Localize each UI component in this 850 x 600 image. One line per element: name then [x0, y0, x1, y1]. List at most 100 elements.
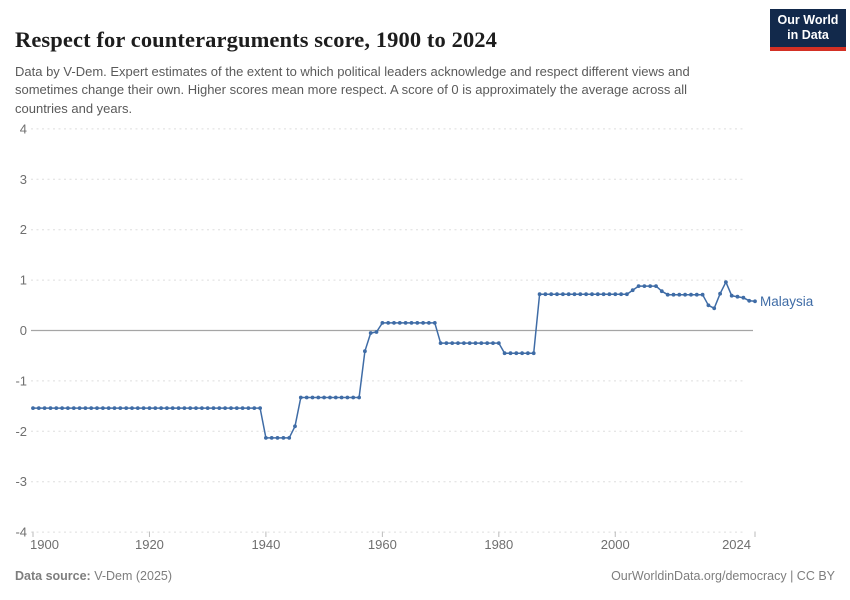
data-point-marker — [130, 406, 134, 410]
data-point-marker — [514, 351, 519, 356]
data-point-marker — [409, 321, 414, 325]
data-point-marker — [234, 406, 239, 410]
data-point-marker — [671, 292, 676, 297]
data-point-marker — [170, 406, 175, 410]
data-point-marker — [281, 436, 286, 440]
data-point-marker — [654, 284, 658, 288]
data-point-marker — [304, 395, 309, 400]
data-point-marker — [537, 292, 542, 297]
y-tick-label: 3 — [20, 172, 27, 187]
x-tick-label: 1920 — [135, 537, 164, 552]
data-point-marker — [584, 292, 588, 297]
data-point-marker — [287, 436, 292, 440]
data-point-marker — [718, 291, 722, 296]
data-point-marker — [339, 395, 344, 400]
data-point-marker — [438, 341, 443, 345]
data-point-marker — [60, 406, 64, 410]
data-point-marker — [467, 341, 472, 345]
data-point-marker — [694, 292, 699, 297]
data-point-marker — [176, 406, 181, 410]
data-point-marker — [182, 406, 187, 410]
data-point-marker — [502, 351, 507, 356]
data-point-marker — [351, 395, 356, 400]
data-point-marker — [700, 292, 705, 297]
data-point-marker — [66, 406, 70, 410]
y-tick-label: 0 — [20, 323, 27, 338]
data-point-marker — [363, 349, 367, 354]
data-point-marker — [619, 292, 623, 297]
data-point-marker — [677, 292, 682, 297]
owid-logo[interactable]: Our World in Data — [770, 9, 846, 51]
data-point-marker — [724, 280, 728, 284]
data-point-marker — [211, 406, 216, 410]
series-label-malaysia[interactable]: Malaysia — [760, 294, 814, 309]
y-tick-label: -2 — [15, 424, 27, 439]
data-point-marker — [403, 321, 408, 325]
data-point-marker — [479, 341, 484, 345]
data-point-marker — [357, 395, 361, 400]
data-point-marker — [205, 406, 210, 410]
data-point-marker — [683, 292, 687, 297]
y-tick-label: -4 — [15, 525, 27, 540]
y-tick-label: -1 — [15, 373, 27, 388]
data-point-marker — [264, 436, 268, 440]
data-point-marker — [217, 406, 222, 410]
y-tick-label: 2 — [20, 222, 27, 237]
data-point-marker — [496, 341, 501, 345]
data-point-marker — [374, 330, 379, 334]
data-point-marker — [89, 406, 94, 410]
data-point-marker — [706, 303, 711, 308]
data-point-marker — [735, 294, 740, 299]
chart-title: Respect for counterarguments score, 1900… — [15, 27, 497, 53]
data-point-marker — [71, 406, 76, 410]
data-point-marker — [520, 351, 524, 356]
data-point-marker — [147, 406, 152, 410]
data-point-marker — [473, 341, 478, 345]
data-point-marker — [613, 292, 618, 297]
data-point-marker — [246, 406, 251, 410]
data-point-marker — [543, 292, 548, 297]
data-source-note: Data source: V-Dem (2025) — [15, 569, 172, 583]
owid-url-license[interactable]: OurWorldinData.org/democracy | CC BY — [611, 569, 835, 583]
data-point-marker — [165, 406, 169, 410]
data-point-marker — [328, 395, 332, 400]
data-point-marker — [665, 292, 670, 297]
data-point-marker — [625, 292, 629, 297]
data-point-marker — [333, 395, 338, 400]
owid-logo-line1: Our World — [777, 13, 839, 27]
data-point-marker — [462, 341, 466, 345]
data-point-marker — [101, 406, 105, 410]
y-tick-label: 4 — [20, 121, 27, 136]
chart-subtitle: Data by V-Dem. Expert estimates of the e… — [15, 64, 690, 116]
data-point-marker — [689, 292, 693, 297]
data-point-marker — [642, 284, 647, 288]
data-point-marker — [54, 406, 59, 410]
data-point-marker — [345, 395, 350, 400]
data-point-marker — [48, 406, 53, 410]
data-point-marker — [106, 406, 111, 410]
data-point-marker — [153, 406, 158, 410]
data-point-marker — [659, 289, 664, 294]
data-point-marker — [712, 306, 717, 311]
data-point-marker — [561, 292, 565, 297]
data-point-marker — [444, 341, 449, 345]
data-point-marker — [491, 341, 495, 345]
data-point-marker — [572, 292, 577, 297]
data-point-marker — [275, 436, 280, 440]
data-point-marker — [252, 406, 257, 410]
data-point-marker — [159, 406, 164, 410]
data-point-marker — [427, 321, 431, 325]
data-point-marker — [531, 351, 536, 356]
x-tick-label: 1980 — [484, 537, 513, 552]
series-line-malaysia[interactable] — [33, 281, 756, 439]
data-point-marker — [607, 292, 612, 297]
x-tick-label: 2000 — [601, 537, 630, 552]
data-point-marker — [293, 424, 297, 429]
data-point-marker — [310, 395, 315, 400]
data-point-marker — [135, 406, 140, 410]
data-point-marker — [555, 292, 559, 297]
data-point-marker — [118, 406, 123, 410]
data-point-marker — [450, 341, 455, 345]
